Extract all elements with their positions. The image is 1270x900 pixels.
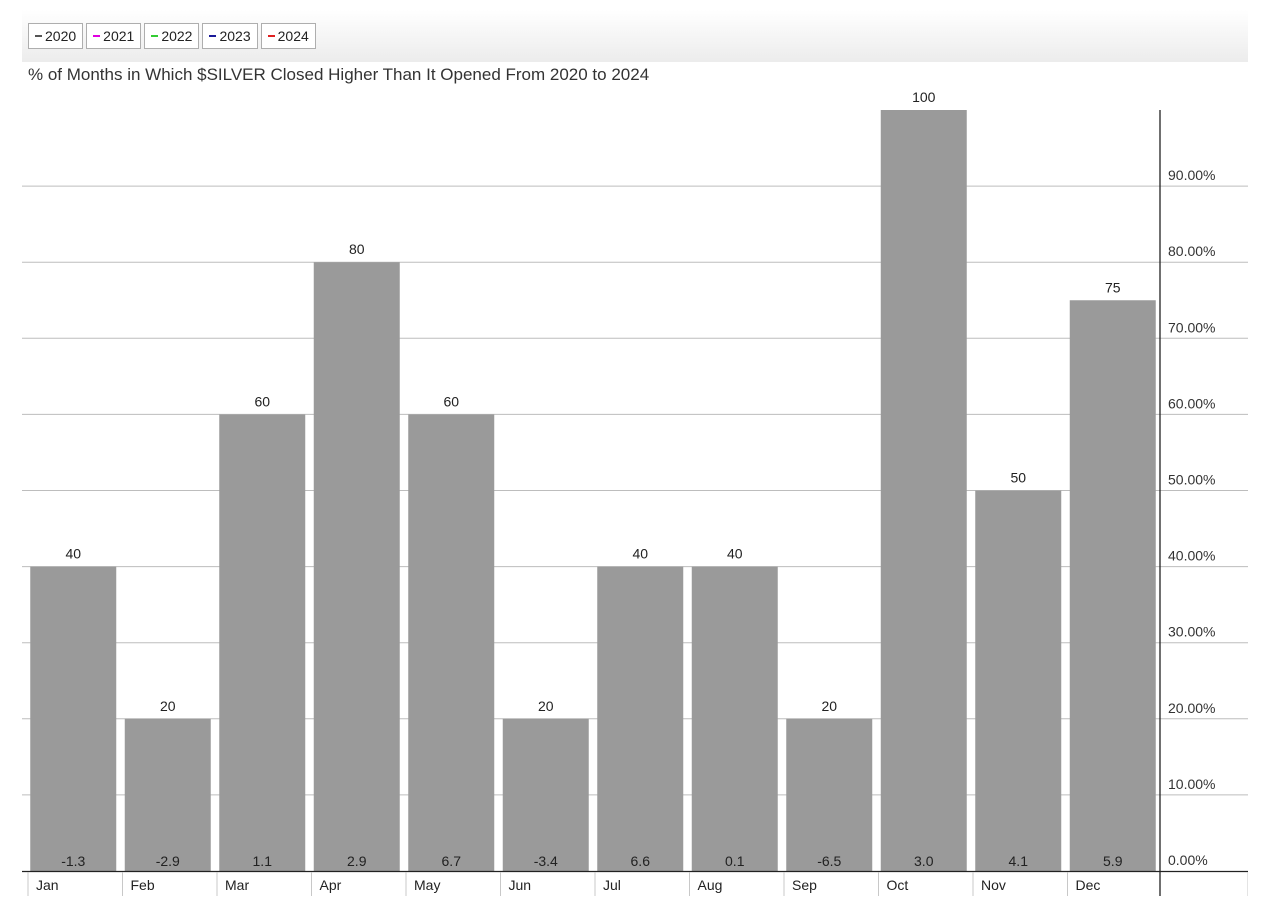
avg-change-label: 6.7 xyxy=(442,853,462,869)
legend-swatch-2020 xyxy=(35,35,42,37)
y-tick-label: 40.00% xyxy=(1168,548,1215,564)
x-tick-label: Apr xyxy=(320,877,342,893)
x-tick-label: Jun xyxy=(509,877,532,893)
bar-apr xyxy=(313,262,400,871)
x-tick-label: Nov xyxy=(981,877,1006,893)
x-tick-label: May xyxy=(414,877,440,893)
avg-change-label: -6.5 xyxy=(817,853,841,869)
x-tick-label: Jul xyxy=(603,877,621,893)
y-tick-label: 70.00% xyxy=(1168,319,1215,335)
avg-change-label: -2.9 xyxy=(156,853,180,869)
bar-mar xyxy=(219,414,306,871)
avg-change-label: -1.3 xyxy=(61,853,85,869)
bar-sep xyxy=(786,718,873,871)
legend-label-2022: 2022 xyxy=(161,28,193,44)
legend-item-2021[interactable]: 2021 xyxy=(86,23,142,49)
legend-item-2020[interactable]: 2020 xyxy=(28,23,84,49)
bar-value-label: 40 xyxy=(632,546,648,562)
bar-oct xyxy=(880,110,967,871)
x-tick-label: Sep xyxy=(792,877,817,893)
bar-value-label: 75 xyxy=(1105,279,1121,295)
x-tick-label: Feb xyxy=(131,877,155,893)
x-tick-label: Dec xyxy=(1076,877,1101,893)
legend-item-2024[interactable]: 2024 xyxy=(260,23,316,49)
chart-title: % of Months in Which $SILVER Closed High… xyxy=(28,65,650,84)
bar-value-label: 60 xyxy=(443,393,459,409)
avg-change-label: 2.9 xyxy=(347,853,367,869)
y-tick-label: 60.00% xyxy=(1168,395,1215,411)
x-tick-label: Jan xyxy=(36,877,59,893)
bar-value-label: 50 xyxy=(1010,470,1026,486)
bar-value-label: 20 xyxy=(160,698,176,714)
y-tick-label: 20.00% xyxy=(1168,700,1215,716)
bar-dec xyxy=(1069,300,1156,871)
y-tick-label: 10.00% xyxy=(1168,776,1215,792)
avg-change-label: -3.4 xyxy=(534,853,558,869)
y-tick-label: 30.00% xyxy=(1168,624,1215,640)
bar-value-label: 40 xyxy=(727,546,743,562)
legend-swatch-2021 xyxy=(93,35,101,37)
bar-chart: 0.00% 10.00% 20.00% 30.00% 40.00% 50.00% 60.00… xyxy=(22,89,1248,896)
avg-change-label: 4.1 xyxy=(1009,853,1029,869)
avg-change-label: 5.9 xyxy=(1103,853,1123,869)
chart-panel: 2020 2021 2022 2023 2024 % of Months in … xyxy=(22,10,1248,896)
legend-swatch-2022 xyxy=(151,35,159,37)
avg-change-label: 1.1 xyxy=(253,853,273,869)
y-tick-label: 0.00% xyxy=(1168,852,1208,868)
legend-label-2020: 2020 xyxy=(45,28,77,44)
x-tick-label: Mar xyxy=(225,877,249,893)
legend-item-2023[interactable]: 2023 xyxy=(202,23,258,49)
x-tick-label: Aug xyxy=(698,877,723,893)
bar-value-label: 60 xyxy=(254,393,270,409)
bar-aug xyxy=(691,566,778,871)
bar-value-label: 20 xyxy=(821,698,837,714)
avg-change-label: 3.0 xyxy=(914,853,934,869)
legend-label-2023: 2023 xyxy=(219,28,251,44)
bar-jul xyxy=(597,566,684,871)
bar-value-label: 20 xyxy=(538,698,554,714)
legend-label-2024: 2024 xyxy=(277,28,309,44)
bar-nov xyxy=(975,490,1062,871)
y-tick-label: 50.00% xyxy=(1168,472,1215,488)
bar-jun xyxy=(502,718,589,871)
legend: 2020 2021 2022 2023 2024 xyxy=(28,23,316,49)
y-tick-label: 90.00% xyxy=(1168,167,1215,183)
legend-swatch-2023 xyxy=(209,35,217,37)
bar-may xyxy=(408,414,495,871)
legend-swatch-2024 xyxy=(267,35,275,37)
bar-feb xyxy=(124,718,211,871)
bar-jan xyxy=(30,566,117,871)
y-tick-label: 80.00% xyxy=(1168,243,1215,259)
legend-toolbar: 2020 2021 2022 2023 2024 xyxy=(22,10,1248,62)
legend-label-2021: 2021 xyxy=(103,28,135,44)
bar-value-label: 100 xyxy=(912,89,936,105)
avg-change-label: 0.1 xyxy=(725,853,745,869)
bar-value-label: 80 xyxy=(349,241,365,257)
x-tick-label: Oct xyxy=(887,877,909,893)
avg-change-label: 6.6 xyxy=(631,853,651,869)
legend-item-2022[interactable]: 2022 xyxy=(144,23,200,49)
bar-value-label: 40 xyxy=(65,546,81,562)
